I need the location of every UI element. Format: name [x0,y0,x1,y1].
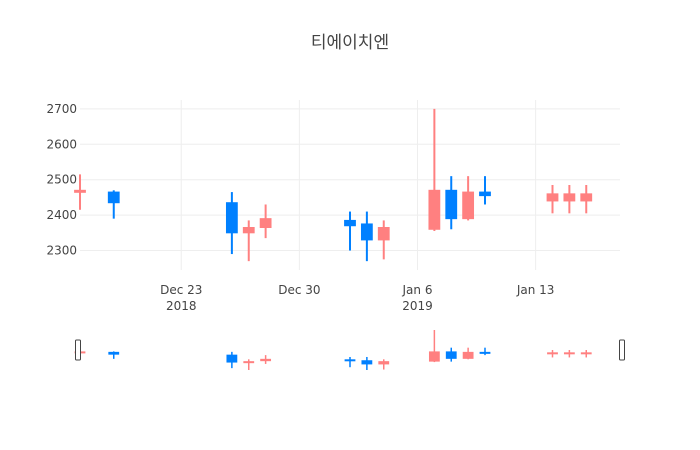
x-tick-label: Dec 30 [278,283,320,297]
candle-body [259,218,272,228]
candle-body [563,193,576,202]
slider-candle [547,350,558,358]
slider-candle [445,347,457,362]
range-slider[interactable] [74,330,625,370]
candle[interactable] [445,176,458,230]
candle-body [360,223,373,241]
chart-title: 티에이치엔 [311,33,389,53]
y-tick-label: 2300 [46,244,77,258]
slider-candle [260,355,272,364]
candle-body [428,189,441,230]
y-tick-label: 2500 [46,173,77,187]
slider-candle-body [445,351,457,359]
candle-body [462,191,475,220]
candle-body [74,189,86,193]
candle[interactable] [259,204,272,239]
candle[interactable] [225,192,238,255]
candle[interactable] [462,176,475,221]
candle-body [479,191,491,197]
slider-candle-body [344,359,356,362]
candles[interactable] [74,108,593,262]
slider-candle-body [243,361,255,364]
x-tick-label: Dec 23 [160,283,202,297]
candle[interactable] [546,185,559,214]
candle[interactable] [242,220,255,262]
slider-candle-body [108,351,120,355]
slider-candle-body [547,352,558,355]
y-tick-label: 2400 [46,208,77,222]
candle-body [242,227,255,234]
slider-candle-body [479,351,491,354]
candle-body [344,219,356,227]
candle-body [225,202,238,234]
candle[interactable] [344,211,356,251]
x-tick-year-label: 2019 [402,299,433,313]
candle[interactable] [479,176,491,205]
slider-candle [563,350,575,358]
slider-candle [243,359,255,370]
slider-candle [226,351,238,369]
slider-candle [580,350,592,358]
candle-body [580,193,593,202]
candle-body [107,191,120,204]
candle-body [546,193,559,202]
x-tick-year-label: 2018 [166,299,197,313]
candle-body [445,189,458,220]
candle-body [377,227,390,241]
slider-candle [428,330,440,363]
slider-candle [479,347,491,356]
candle[interactable] [563,185,576,214]
slider-candle [378,359,390,370]
x-tick-label: Jan 6 [402,283,433,297]
slider-candle-body [563,352,575,355]
candle[interactable] [74,174,86,210]
slider-candle-body [580,352,592,355]
range-slider-left-handle[interactable] [75,339,81,361]
candle[interactable] [580,185,593,214]
candle[interactable] [428,108,441,232]
slider-candle-body [378,361,390,365]
grid-layer [80,100,620,270]
x-tick-label: Jan 13 [516,283,555,297]
range-slider-right-handle[interactable] [619,339,625,361]
x-axis: Dec 23 2018 Dec 30 Jan 6 2019 Jan 13 [160,283,554,313]
slider-candle-body [361,360,373,365]
slider-candle-body [226,354,238,363]
slider-candle-body [462,351,474,359]
y-axis: 2300 2400 2500 2600 2700 [46,102,77,258]
slider-candle [344,356,356,368]
candle[interactable] [107,190,120,219]
y-tick-label: 2600 [46,137,77,151]
candle[interactable] [377,220,390,260]
y-tick-label: 2700 [46,102,77,116]
slider-candle [462,347,474,360]
slider-candle-body [260,358,272,362]
candle[interactable] [360,211,373,262]
slider-candle [108,351,120,359]
slider-candle [361,356,373,370]
slider-candle-body [428,351,440,362]
